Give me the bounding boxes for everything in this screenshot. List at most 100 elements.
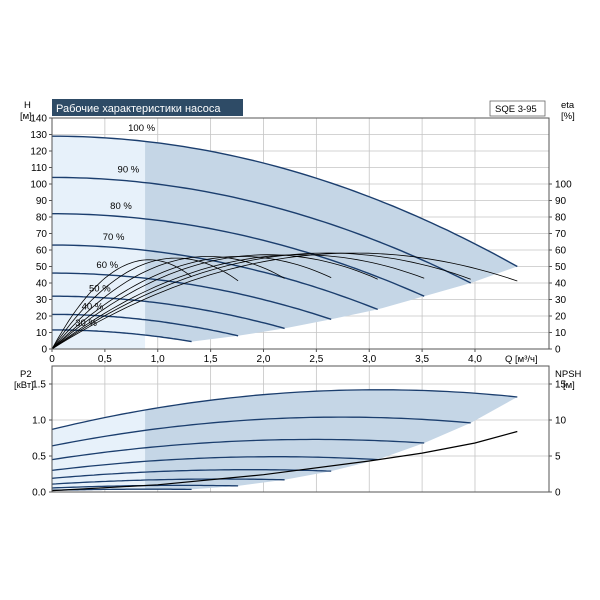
min-flow-region [52,136,146,349]
h-tick-label: 120 [30,147,47,158]
h-tick-label: 90 [36,196,48,207]
power-min-flow-region [52,409,146,491]
h-tick-label: 30 [36,295,48,306]
eta-tick-label: 10 [555,328,567,339]
efficiency-curve [51,252,471,350]
eta-tick-label: 50 [555,262,567,273]
h-tick-label: 40 [36,279,48,290]
power-curve [51,469,332,479]
q-tick-label: 0,5 [98,354,112,365]
q-tick-label: 1,0 [151,354,165,365]
h-axis-label: H [24,100,31,111]
power-curve [51,478,285,485]
p2-axis-unit: [кВт] [14,380,34,391]
head-curve [52,135,518,268]
q-tick-label: 1,5 [204,354,218,365]
efficiency-curve [51,255,332,350]
speed-label: 70 % [103,232,125,243]
p2-tick-label: 1.0 [32,416,46,427]
q-tick-label: 3,5 [415,354,429,365]
p2-tick-label: 0.5 [32,452,46,463]
h-tick-label: 100 [30,180,47,191]
q-tick-label: 4,0 [468,354,482,365]
h-tick-label: 20 [36,312,48,323]
eta-tick-label: 90 [555,196,567,207]
q-x-ticks: 0 0,5 1,0 1,5 2,0 2,5 3,0 3,5 4,0 [49,349,482,365]
chart-title: Рабочие характеристики насоса [56,103,221,115]
speed-label: 50 % [89,283,111,294]
h-axis-unit: [м] [20,111,32,122]
chart-title-bg [52,99,243,116]
eta-tick-label: 70 [555,229,567,240]
p2-axis-label: P2 [20,369,32,380]
efficiency-curve [51,257,239,350]
efficiency-curve [51,252,518,350]
eta-tick-label: 0 [555,345,561,356]
speed-label: 60 % [96,260,118,271]
npsh-tick-label: 10 [555,416,567,427]
power-curve [51,389,518,431]
power-speed-curves [51,389,518,491]
speed-label: 100 % [128,123,155,134]
power-plot-frame [51,365,550,493]
h-tick-label: 130 [30,130,47,141]
efficiency-curves [51,252,518,350]
h-tick-label: 0 [41,345,47,356]
eta-tick-label: 80 [555,213,567,224]
head-curve [52,213,425,297]
npsh-tick-label: 0 [555,488,561,499]
model-box [489,100,546,117]
eta-axis-unit: [%] [561,111,575,122]
efficiency-curve [51,254,425,350]
eta-tick-label: 100 [555,180,572,191]
head-curve [52,272,332,320]
npsh-curve [51,430,518,492]
npsh-axis-unit: [м] [563,380,575,391]
eta-axis-label: eta [561,100,575,111]
eta-tick-label: 60 [555,246,567,257]
efficiency-curve [51,259,192,350]
npsh-axis-label: NPSH [555,369,582,380]
p2-y-ticks: 0.0 0.5 1.0 1.5 [32,380,52,499]
power-plot: 0.0 0.5 1.0 1.5 0 5 10 15 P2 [кВт] NPSH [м] [14,365,582,499]
npsh-curve-group [51,430,518,492]
speed-label: 30 % [75,318,97,329]
head-curve [52,176,472,284]
q-tick-label: 0 [49,354,55,365]
model-label: SQE 3-95 [495,104,537,115]
npsh-tick-label: 15 [555,380,567,391]
head-operating-band [52,136,518,349]
efficiency-curve [51,254,378,350]
speed-label: 40 % [82,301,104,312]
head-band-fill [52,136,518,349]
p2-tick-label: 0.0 [32,488,46,499]
q-tick-label: 2,5 [309,354,323,365]
efficiency-curve [51,255,285,350]
eta-tick-label: 30 [555,295,567,306]
head-y-ticks: 0 10 20 30 40 50 60 70 80 90 100 110 120 130 140 [30,114,52,356]
h-tick-label: 50 [36,262,48,273]
h-tick-label: 110 [31,163,47,174]
h-tick-label: 70 [36,229,48,240]
power-curve [51,456,378,472]
h-tick-label: 10 [36,328,48,339]
speed-labels: 100 % 90 % 80 % 70 % 60 % 50 % 40 % 30 % [75,123,155,329]
head-curve [52,244,378,311]
head-plot: 100 % 90 % 80 % 70 % 60 % 50 % 40 % 30 % 0 10 20 3… [20,99,575,365]
eta-tick-label: 20 [555,312,567,323]
power-curve [51,416,471,447]
power-curve [51,438,425,461]
head-curve [52,313,239,337]
npsh-tick-label: 5 [555,452,561,463]
q-tick-label: 3,0 [362,354,376,365]
h-tick-label: 140 [30,114,47,125]
p2-tick-label: 1.5 [32,380,46,391]
h-tick-label: 60 [36,246,48,257]
h-tick-label: 80 [36,213,48,224]
eta-y-ticks: 0 10 20 30 40 50 60 70 80 90 100 [549,180,572,356]
npsh-y-ticks: 0 5 10 15 [549,380,567,499]
head-speed-curves [52,135,518,343]
speed-label: 90 % [118,164,140,175]
speed-label: 80 % [110,201,132,212]
